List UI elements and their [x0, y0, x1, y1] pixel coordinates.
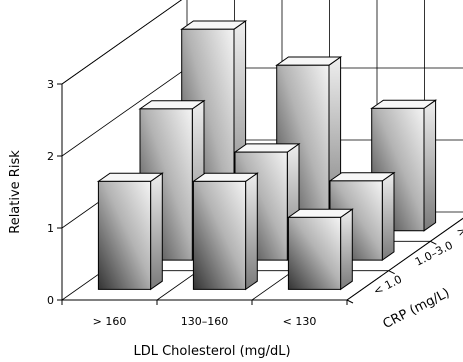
- bar-side: [150, 172, 163, 291]
- bar-top: [180, 20, 248, 30]
- bar: [191, 172, 259, 291]
- bar-front: [287, 216, 342, 290]
- bar-front: [97, 180, 152, 290]
- bar-front: [192, 180, 247, 290]
- x-tick-label: 130–160: [181, 315, 229, 328]
- bar: [286, 208, 354, 291]
- bar-top: [138, 100, 206, 110]
- y-tick-label: 3: [47, 78, 54, 91]
- bar-top: [96, 172, 164, 182]
- bar-side: [340, 208, 353, 291]
- gridline-h: [61, 0, 183, 85]
- bar: [96, 172, 164, 291]
- depth-tick-label: < 1.0: [371, 273, 404, 298]
- bar-top: [370, 99, 438, 109]
- depth-tick-label: > 3.0: [455, 214, 463, 239]
- y-axis-title: Relative Risk: [8, 150, 23, 234]
- x-tick-label: < 130: [283, 315, 317, 328]
- bar-top: [328, 172, 396, 182]
- x-tick-label: > 160: [93, 315, 127, 328]
- y-tick-label: 1: [47, 222, 54, 235]
- depth-tick: [430, 240, 437, 245]
- axes: [57, 83, 463, 305]
- bars: [96, 20, 438, 291]
- bar-side: [245, 172, 258, 291]
- bar-top: [233, 143, 301, 153]
- y-tick-label: 2: [47, 150, 54, 163]
- x-axis-title: LDL Cholesterol (mg/dL): [133, 344, 290, 359]
- depth-axis-title: CRP (mg/L): [381, 286, 453, 332]
- depth-axis-line: [346, 217, 463, 301]
- y-tick-label: 0: [47, 294, 54, 307]
- bar-top: [275, 56, 343, 66]
- bar-top: [191, 172, 259, 182]
- bar: [328, 171, 396, 262]
- bar-side: [423, 99, 437, 232]
- depth-tick: [388, 270, 395, 275]
- bar-side: [381, 171, 395, 262]
- bar-top: [286, 208, 354, 218]
- depth-tick: [346, 299, 354, 304]
